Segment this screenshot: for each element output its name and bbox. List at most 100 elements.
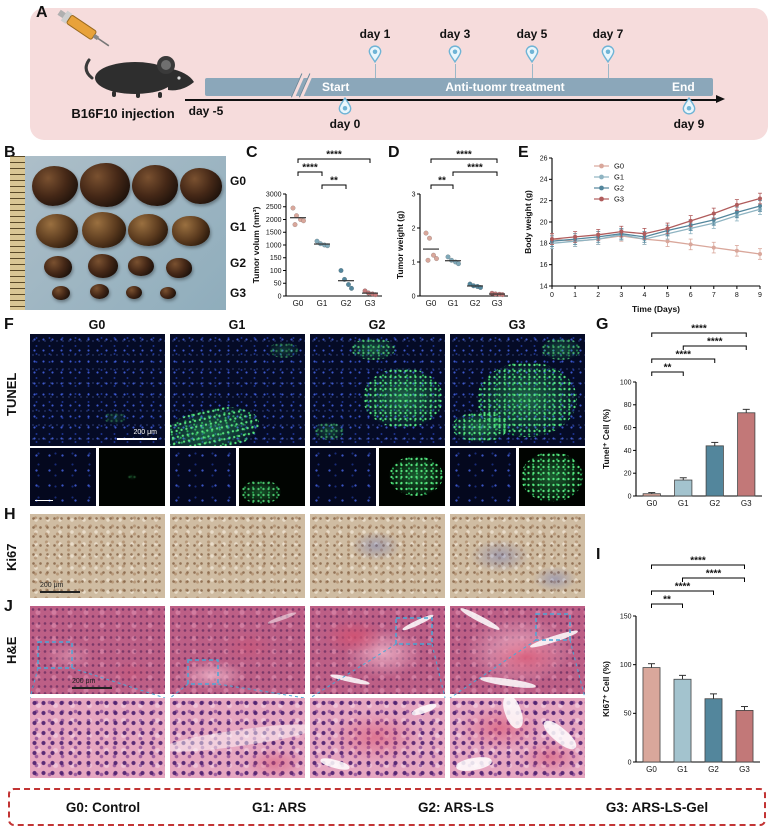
he-image-g3 xyxy=(450,606,585,694)
scale-bar xyxy=(35,499,53,501)
scale-bar-label: 200 μm xyxy=(40,582,64,589)
svg-text:G0: G0 xyxy=(614,162,624,171)
svg-text:3: 3 xyxy=(619,292,623,299)
svg-text:40: 40 xyxy=(624,448,632,455)
pin-connector xyxy=(607,64,609,78)
he-zoom-g0 xyxy=(30,698,165,778)
svg-text:****: **** xyxy=(690,556,706,567)
pin-connector xyxy=(531,64,533,78)
he-zoom-g2 xyxy=(310,698,445,778)
svg-text:G1: G1 xyxy=(317,299,328,308)
svg-text:14: 14 xyxy=(540,283,548,290)
timeline-start-label: Start xyxy=(322,80,350,94)
syringe-barrel xyxy=(66,15,97,40)
ki67-image-g1 xyxy=(170,514,305,598)
apoptosis-stain xyxy=(127,474,137,480)
scale-bar-label: 200 μm xyxy=(133,429,158,436)
panel-h-letter: H xyxy=(4,506,16,523)
timeline-arrowhead xyxy=(716,95,725,104)
apoptosis-stain xyxy=(452,412,508,442)
tumor-photo xyxy=(10,156,226,310)
column-header-g0: G0 xyxy=(88,318,106,332)
svg-text:26: 26 xyxy=(540,155,548,162)
stain-patch xyxy=(470,539,531,574)
apoptosis-stain xyxy=(241,480,281,504)
column-header-g3: G3 xyxy=(508,318,526,332)
tunel-image-g1 xyxy=(170,334,305,446)
svg-text:G3: G3 xyxy=(365,299,376,308)
tumor-g0 xyxy=(32,166,78,206)
svg-text:G2: G2 xyxy=(709,499,720,508)
panel-g-letter: G xyxy=(596,316,609,333)
stain-patch xyxy=(111,661,152,686)
svg-text:G1: G1 xyxy=(678,499,689,508)
svg-text:****: **** xyxy=(675,350,691,361)
timeline-end-label: End xyxy=(672,80,695,94)
tumor-g2 xyxy=(44,256,72,278)
tumor-g1 xyxy=(36,214,78,248)
svg-text:4: 4 xyxy=(642,292,646,299)
scale-bar xyxy=(117,438,157,440)
tunel-zoom-green-g0 xyxy=(99,448,165,506)
stain-patch xyxy=(43,641,94,672)
svg-text:G3: G3 xyxy=(492,299,503,308)
svg-text:150: 150 xyxy=(270,255,282,262)
mouse-leg xyxy=(158,92,162,98)
map-pin-icon xyxy=(525,45,539,63)
svg-text:**: ** xyxy=(664,363,672,374)
ruler xyxy=(10,156,25,310)
tumor-g1 xyxy=(172,216,210,246)
svg-text:20: 20 xyxy=(540,219,548,226)
day-minus5-label: day -5 xyxy=(188,104,224,118)
svg-text:0: 0 xyxy=(628,493,632,500)
legend-item-g2: G2: ARS-LS xyxy=(418,799,495,815)
apoptosis-stain xyxy=(170,399,264,446)
svg-text:G1: G1 xyxy=(614,173,624,182)
apoptosis-stain xyxy=(314,422,344,440)
stain-patch xyxy=(350,530,401,561)
tissue-crack xyxy=(319,756,351,772)
tunel-zoom-green-g2 xyxy=(379,448,445,506)
ki67-image-g2 xyxy=(310,514,445,598)
svg-text:5: 5 xyxy=(666,292,670,299)
apoptosis-stain xyxy=(350,338,395,360)
svg-text:KI67⁺ Cell (%): KI67⁺ Cell (%) xyxy=(601,661,611,717)
tunel-zoom-green-g1 xyxy=(239,448,305,506)
mouse-icon xyxy=(84,56,194,98)
tumor-g2 xyxy=(128,256,154,276)
ki67-image-g0: 200 μm xyxy=(30,514,165,598)
legend-item-g0: G0: Control xyxy=(65,799,141,815)
svg-text:8: 8 xyxy=(735,292,739,299)
svg-text:G3: G3 xyxy=(614,195,624,204)
svg-text:1: 1 xyxy=(412,259,416,266)
he-image-g0: 200 μm xyxy=(30,606,165,694)
svg-text:G3: G3 xyxy=(739,765,750,774)
panel-f-letter: F xyxy=(4,316,14,333)
tunel-zoom-dapi-g2 xyxy=(310,448,376,506)
injection-label: B16F10 injection xyxy=(71,106,175,121)
svg-text:**: ** xyxy=(663,595,671,606)
svg-text:****: **** xyxy=(456,150,472,161)
tumor-g3 xyxy=(126,286,142,299)
timeline-bar xyxy=(205,78,713,96)
panel-c-letter: C xyxy=(246,144,258,161)
svg-text:G0: G0 xyxy=(646,765,657,774)
mouse-ear-inner xyxy=(161,60,171,70)
syringe-cap xyxy=(60,10,73,24)
svg-text:G1: G1 xyxy=(448,299,459,308)
svg-text:1: 1 xyxy=(573,292,577,299)
panel-i-letter: I xyxy=(596,546,601,563)
scale-bar xyxy=(40,591,80,593)
svg-text:G2: G2 xyxy=(708,765,719,774)
tissue-crack xyxy=(401,613,435,632)
panel-a-letter: A xyxy=(36,4,48,21)
svg-text:Tunel⁺ Cell (%): Tunel⁺ Cell (%) xyxy=(601,409,611,469)
svg-text:24: 24 xyxy=(540,177,548,184)
ki67-image-g3 xyxy=(450,514,585,598)
svg-text:60: 60 xyxy=(624,425,632,432)
scale-bar-label: 200 μm xyxy=(72,678,96,685)
svg-text:G3: G3 xyxy=(741,499,752,508)
svg-text:****: **** xyxy=(691,324,707,335)
photo-group-label-g1: G1 xyxy=(230,220,247,234)
legend-item-g3: G3: ARS-LS-Gel xyxy=(605,799,709,815)
